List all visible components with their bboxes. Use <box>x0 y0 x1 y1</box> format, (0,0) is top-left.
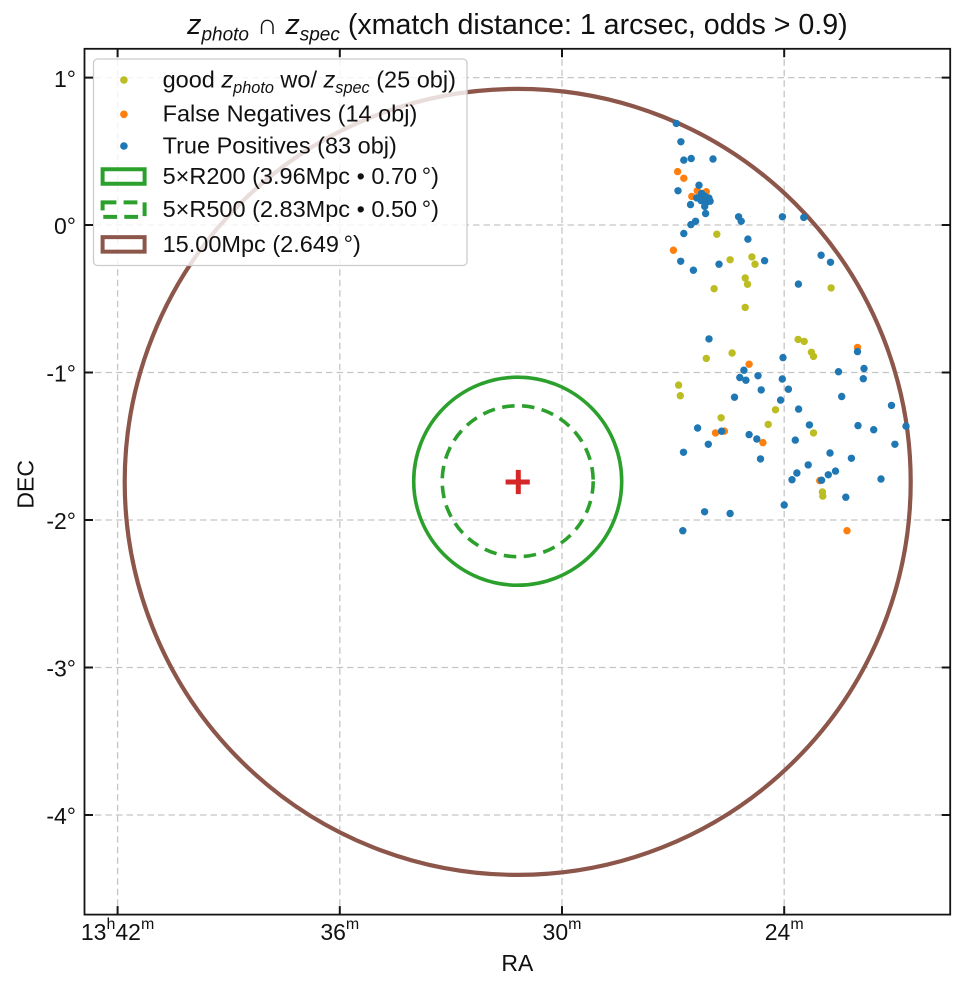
svg-text:0°: 0° <box>54 213 76 239</box>
svg-text:-1°: -1° <box>46 361 76 387</box>
svg-text:DEC: DEC <box>12 460 38 509</box>
svg-text:-3°: -3° <box>46 656 76 682</box>
svg-text:15.00Mpc (2.649 °): 15.00Mpc (2.649 °) <box>163 231 361 257</box>
svg-text:-4°: -4° <box>46 803 76 829</box>
svg-text:RA: RA <box>501 950 534 976</box>
svg-text:zphoto​ ∩ zspec​ (xmatch dista: zphoto​ ∩ zspec​ (xmatch distance: 1 arc… <box>186 9 848 46</box>
svg-text:True Positives (83 obj): True Positives (83 obj) <box>163 132 397 158</box>
svg-text:good zphoto​ wo/ zspec​ (25 ob: good zphoto​ wo/ zspec​ (25 obj) <box>163 66 456 97</box>
svg-text:5×R500 (2.83Mpc • 0.50 °): 5×R500 (2.83Mpc • 0.50 °) <box>163 196 439 222</box>
svg-text:1°: 1° <box>54 66 76 92</box>
svg-text:5×R200 (3.96Mpc • 0.70 °): 5×R200 (3.96Mpc • 0.70 °) <box>163 163 439 189</box>
svg-text:False Negatives (14 obj): False Negatives (14 obj) <box>163 101 418 127</box>
svg-text:-2°: -2° <box>46 508 76 534</box>
